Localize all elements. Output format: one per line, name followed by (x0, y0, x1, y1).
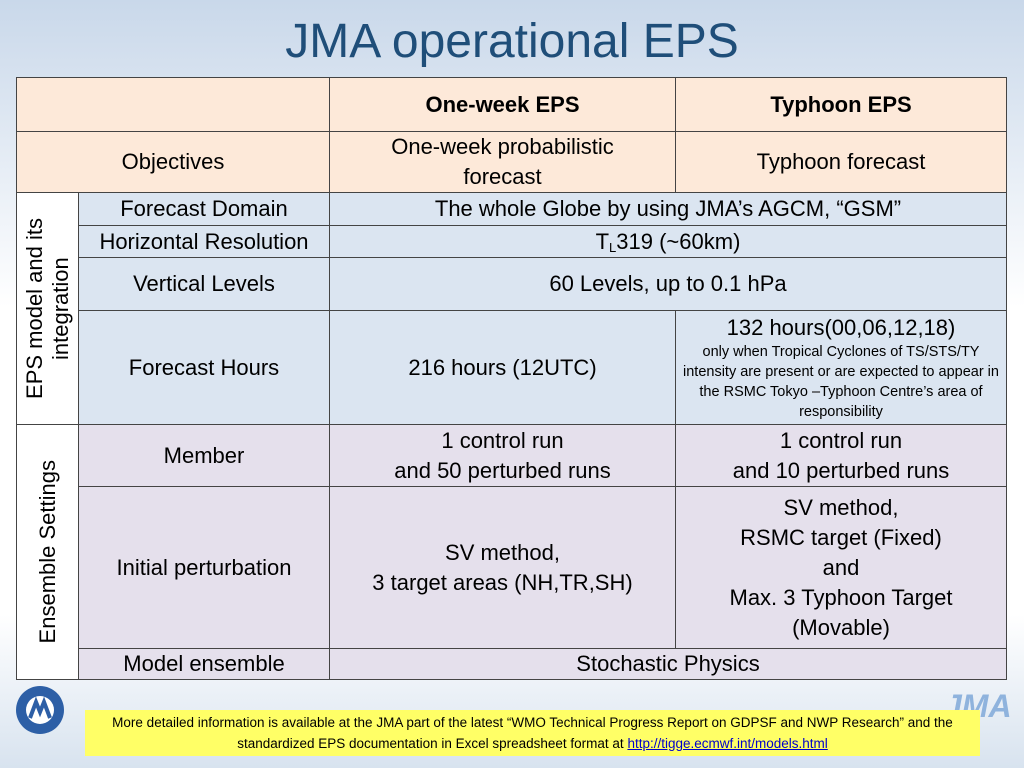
row-label: Forecast Hours (78, 310, 330, 425)
row: Forecast Hours 216 hours (12UTC) 132 hou… (17, 310, 1007, 425)
row-label: Forecast Domain (78, 192, 330, 226)
corner-cell (16, 77, 330, 132)
text: Max. 3 Typhoon Target (729, 584, 953, 610)
text: integration (47, 257, 73, 360)
slide-title: JMA operational EPS (285, 15, 739, 68)
text: 319 (~60km) (616, 228, 741, 254)
cell: 132 hours(00,06,12,18) only when Tropical… (675, 310, 1007, 425)
cell: One-week probabilistic forecast (329, 131, 676, 193)
cell: SV method, 3 target areas (NH,TR,SH) (329, 486, 676, 649)
row: Model ensemble Stochastic Physics (17, 648, 1007, 680)
text: and (822, 554, 860, 580)
row-label: Initial perturbation (78, 486, 330, 649)
text: and 50 perturbed runs (394, 457, 611, 483)
text: EPS model and its (21, 218, 47, 399)
row-label: Horizontal Resolution (78, 225, 330, 258)
header-row: One-week EPS Typhoon EPS (16, 77, 1007, 132)
row-label: Vertical Levels (78, 257, 330, 311)
row: Ensemble Settings Member 1 control run an… (16, 424, 1007, 680)
cell: 216 hours (12UTC) (329, 310, 676, 425)
row: Objectives One-week probabilistic foreca… (16, 131, 1007, 193)
subscript: L (609, 239, 617, 255)
row-label: Model ensemble (78, 648, 330, 680)
row: Horizontal Resolution TL319 (~60km) (17, 225, 1007, 258)
cell: SV method, RSMC target (Fixed) and Max. 3 T… (675, 486, 1007, 649)
link[interactable]: http://tigge.ecmwf.int/models.html (627, 736, 828, 751)
footer-note: More detailed information is available a… (85, 710, 980, 756)
text: Ensemble Settings (34, 460, 60, 644)
cell: TL319 (~60km) (329, 225, 1007, 258)
cell: The whole Globe by using JMA’s AGCM, “GS… (329, 192, 1007, 226)
row-label: Objectives (16, 131, 330, 193)
header-cell: Typhoon EPS (675, 77, 1007, 132)
row-label: Member (78, 424, 330, 487)
group-label: Ensemble Settings (16, 424, 79, 680)
row: Vertical Levels 60 Levels, up to 0.1 hPa (17, 257, 1007, 311)
text: 3 target areas (NH,TR,SH) (372, 569, 633, 595)
logo (16, 686, 64, 734)
text: 1 control run (779, 427, 903, 453)
cell: Stochastic Physics (329, 648, 1007, 680)
row: EPS model and its integration Forecast Do… (16, 192, 1007, 425)
eps-table: One-week EPS Typhoon EPS Objectives One-… (16, 77, 1007, 680)
text: 132 hours(00,06,12,18) (726, 314, 956, 340)
cell: 60 Levels, up to 0.1 hPa (329, 257, 1007, 311)
text: RSMC target (Fixed) (740, 524, 942, 550)
header-cell: One-week EPS (329, 77, 676, 132)
text: (Movable) (792, 614, 890, 640)
cell: 1 control run and 50 perturbed runs (329, 424, 676, 487)
group-label: EPS model and its integration (16, 192, 79, 425)
text: SV method, (445, 539, 560, 565)
note: only when Tropical Cyclones of TS/STS/TY… (683, 343, 999, 420)
text: SV method, (783, 494, 899, 520)
text: and 10 perturbed runs (732, 457, 950, 483)
text: 1 control run (441, 427, 564, 453)
row: Initial perturbation SV method, 3 target … (17, 486, 1007, 649)
text: T (595, 228, 610, 254)
cell: Typhoon forecast (675, 131, 1007, 193)
text: More detailed information is available a… (112, 715, 953, 751)
cell: 1 control run and 10 perturbed runs (675, 424, 1007, 487)
